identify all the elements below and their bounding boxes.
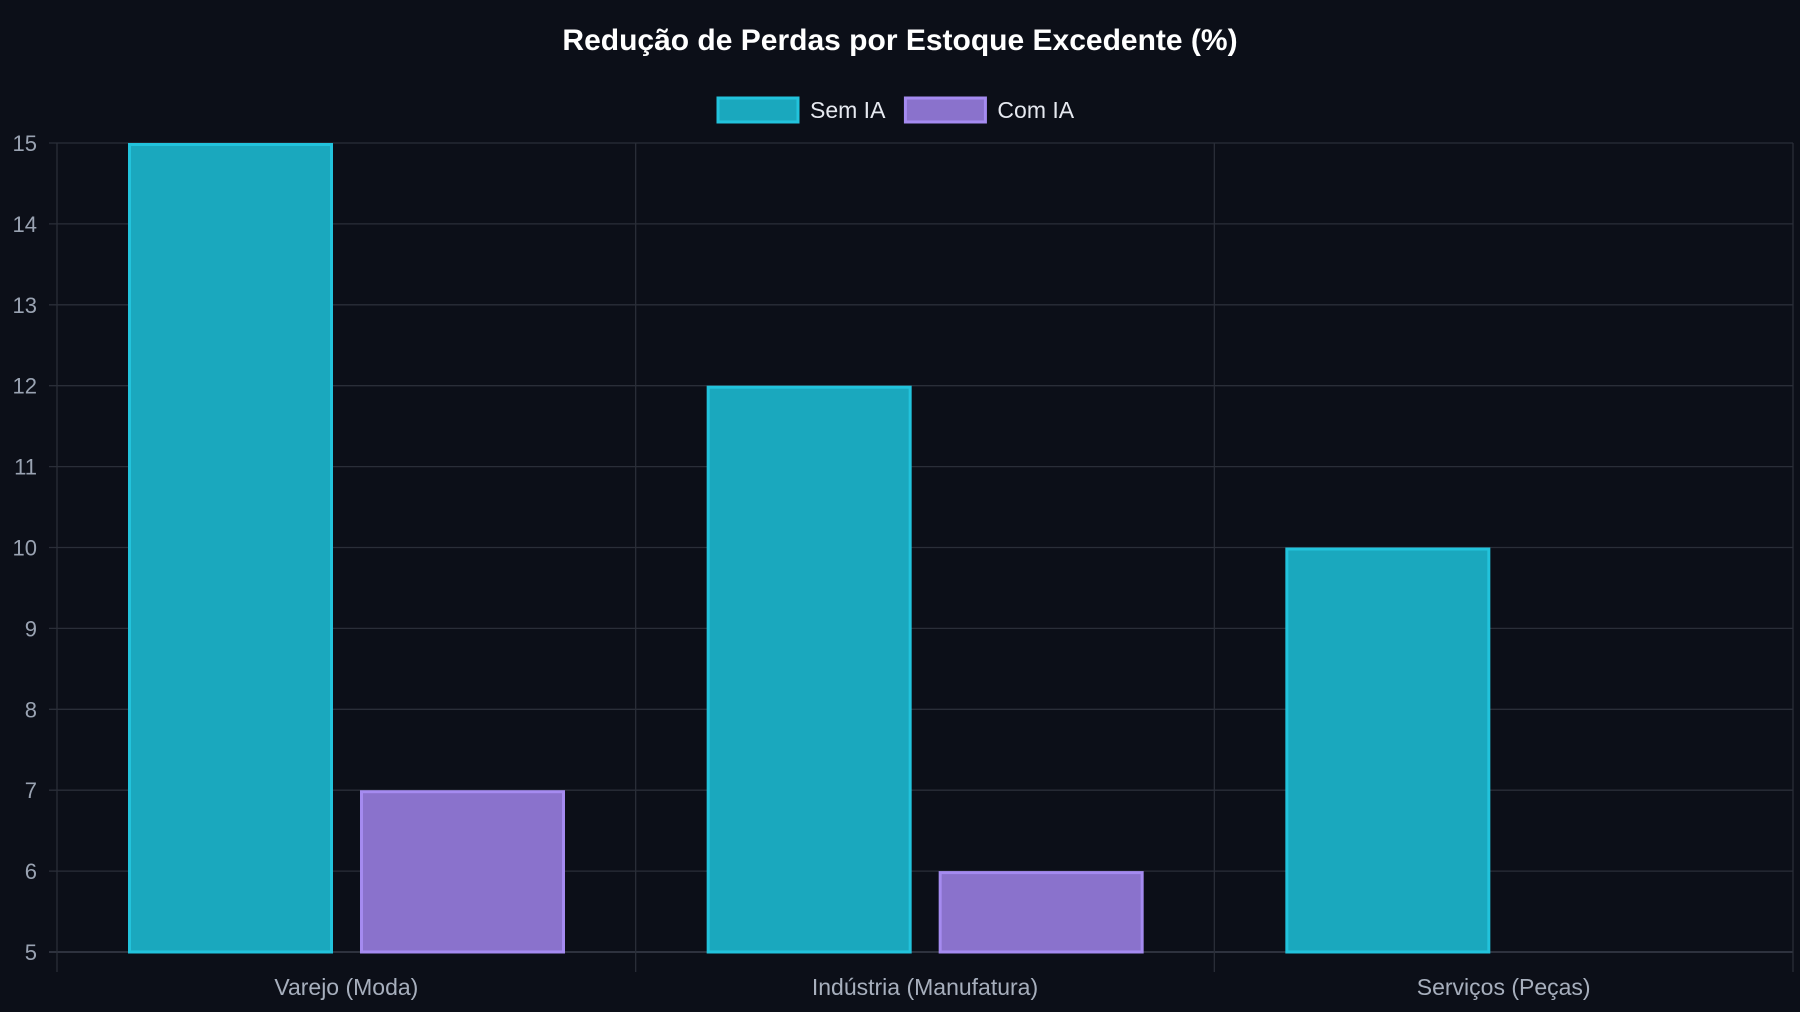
y-tick-label: 15: [13, 131, 37, 156]
y-axis-ticks: 5 6 7 8 9 10 11 12 13 14 15: [13, 131, 37, 965]
x-tick-label: Varejo (Moda): [274, 974, 418, 1000]
bars: [128, 143, 1491, 954]
bar-sem-ia-2: [1285, 547, 1491, 954]
legend-swatch: [716, 96, 800, 124]
bar-sem-ia-0: [128, 143, 333, 954]
y-tick-label: 8: [25, 697, 37, 722]
y-tick-label: 9: [25, 616, 37, 641]
y-tick-label: 14: [13, 212, 37, 237]
y-tick-label: 13: [13, 293, 37, 318]
x-tick-label: Serviços (Peças): [1417, 974, 1591, 1000]
chart-legend: Sem IA Com IA: [716, 96, 1075, 124]
legend-label: Sem IA: [810, 97, 886, 123]
legend-label: Com IA: [997, 97, 1074, 123]
y-tick-label: 12: [13, 374, 37, 399]
x-axis-labels: Varejo (Moda) Indústria (Manufatura) Servi…: [274, 974, 1590, 1000]
y-tick-label: 5: [25, 940, 37, 965]
grid-lines: [49, 142, 1794, 972]
legend-swatch: [903, 96, 987, 124]
y-tick-label: 7: [25, 778, 37, 803]
y-tick-label: 11: [14, 455, 37, 480]
y-tick-label: 6: [25, 859, 37, 884]
bar-sem-ia-1: [706, 385, 912, 954]
chart-title: Redução de Perdas por Estoque Excedente …: [562, 24, 1237, 57]
bar-com-ia-0: [360, 790, 565, 954]
x-tick-label: Indústria (Manufatura): [812, 974, 1038, 1000]
bar-com-ia-1: [938, 871, 1144, 954]
y-tick-label: 10: [13, 536, 37, 561]
